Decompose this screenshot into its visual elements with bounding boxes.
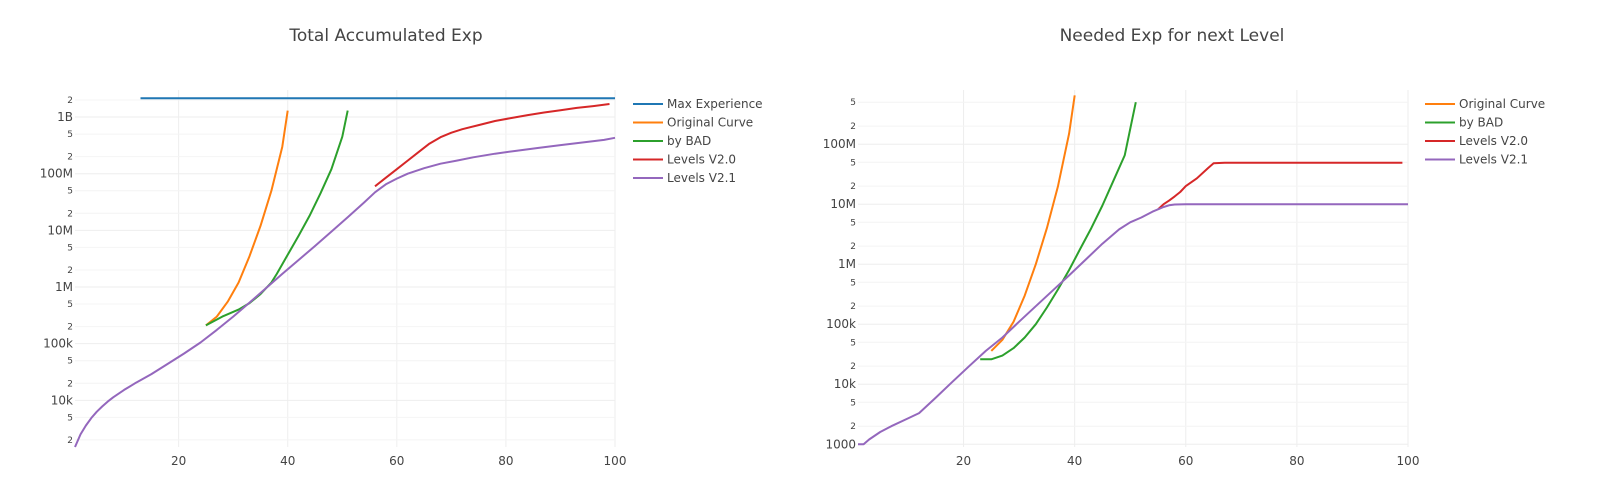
legend-label: Original Curve	[1459, 97, 1545, 111]
y-minor-tick-label: 5	[850, 398, 856, 408]
y-minor-tick-label: 2	[67, 153, 73, 163]
y-minor-tick-label: 2	[67, 379, 73, 389]
y-minor-tick-label: 5	[67, 413, 73, 423]
x-tick-label: 40	[1067, 454, 1082, 468]
y-minor-tick-label: 2	[67, 266, 73, 276]
y-minor-tick-label: 2	[67, 436, 73, 446]
series-line-original-curve	[990, 95, 1076, 352]
y-minor-tick-label: 2	[850, 422, 856, 432]
y-minor-tick-label: 2	[67, 96, 73, 106]
grid	[75, 90, 616, 447]
y-tick-label: 1B	[57, 110, 73, 124]
y-minor-tick-label: 2	[850, 362, 856, 372]
y-minor-tick-label: 2	[67, 209, 73, 219]
x-tick-label: 80	[1289, 454, 1304, 468]
y-tick-label: 100k	[43, 337, 73, 351]
x-tick-label: 60	[389, 454, 404, 468]
legend-label: Levels V2.1	[667, 171, 736, 185]
y-minor-tick-label: 2	[850, 122, 856, 132]
y-minor-tick-label: 5	[850, 218, 856, 228]
series-line-levels-v2-1	[858, 203, 1408, 446]
y-tick-label: 10k	[51, 393, 73, 407]
legend-label: by BAD	[1459, 116, 1503, 130]
y-minor-tick-label: 5	[67, 130, 73, 140]
y-minor-tick-label: 5	[67, 243, 73, 253]
chart-2: Needed Exp for next Level 20 40 60 80 100 1000…	[823, 26, 1545, 468]
legend-label: Levels V2.0	[1459, 134, 1528, 148]
legend-label: Levels V2.1	[1459, 153, 1528, 167]
chart-1: Total Accumulated Exp 20 40 60 80 100 10k 100k 1…	[40, 26, 763, 468]
series-line-levels-v2-0	[1157, 161, 1403, 211]
y-minor-tick-label: 5	[850, 158, 856, 168]
y-minor-tick-label: 5	[67, 300, 73, 310]
y-tick-label: 1M	[55, 280, 73, 294]
legend-label: by BAD	[667, 134, 711, 148]
y-tick-label: 10M	[830, 197, 856, 211]
y-minor-tick-label: 2	[850, 242, 856, 252]
x-tick-label: 20	[956, 454, 971, 468]
x-tick-label: 20	[171, 454, 186, 468]
y-minor-tick-label: 5	[67, 357, 73, 367]
y-minor-tick-label: 5	[850, 278, 856, 288]
x-tick-label: 100	[604, 454, 627, 468]
legend-label: Levels V2.0	[667, 153, 736, 167]
grid	[858, 90, 1409, 447]
y-minor-tick-label: 2	[850, 302, 856, 312]
y-tick-label: 1000	[825, 437, 856, 451]
x-tick-label: 40	[280, 454, 295, 468]
series-line-by-bad	[205, 110, 349, 327]
y-minor-tick-label: 5	[67, 187, 73, 197]
y-minor-tick-label: 5	[850, 98, 856, 108]
series-line-levels-v2-1	[74, 136, 616, 448]
y-minor-tick-label: 5	[850, 338, 856, 348]
legend-label: Original Curve	[667, 116, 753, 130]
y-tick-label: 1M	[838, 257, 856, 271]
y-minor-tick-label: 2	[850, 182, 856, 192]
legend: Max Experience Original Curve by BAD Levels…	[633, 97, 763, 185]
y-tick-label: 10M	[47, 223, 73, 237]
x-tick-label: 60	[1178, 454, 1193, 468]
legend: Original Curve by BAD Levels V2.0 Levels V2…	[1425, 97, 1545, 167]
series-line-original-curve	[205, 110, 289, 327]
chart-title: Needed Exp for next Level	[1060, 26, 1285, 46]
y-tick-label: 100k	[826, 317, 856, 331]
x-tick-label: 80	[498, 454, 513, 468]
x-tick-label: 100	[1397, 454, 1420, 468]
chart-title: Total Accumulated Exp	[288, 26, 482, 46]
y-tick-label: 10k	[834, 377, 856, 391]
series-line-levels-v2-0	[374, 103, 610, 188]
series-line-by-bad	[980, 101, 1137, 361]
legend-label: Max Experience	[667, 97, 763, 111]
y-tick-label: 100M	[823, 137, 856, 151]
y-tick-label: 100M	[40, 167, 73, 181]
y-minor-tick-label: 2	[67, 323, 73, 333]
